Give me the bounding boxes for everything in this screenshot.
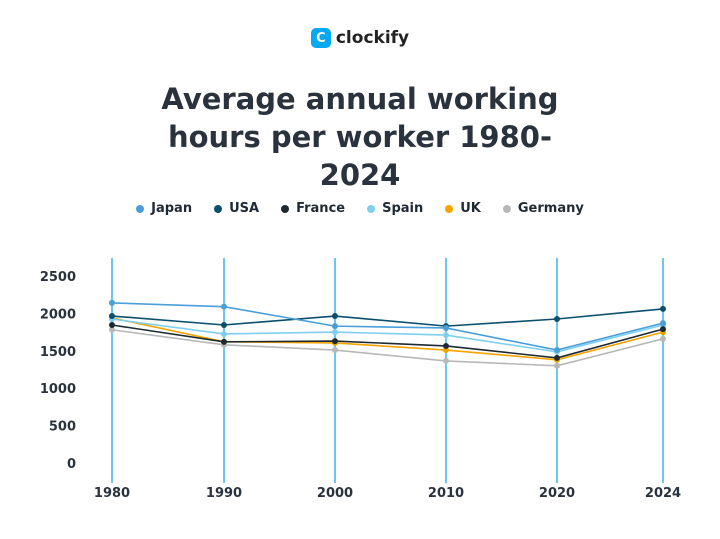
data-point-japan (443, 324, 449, 331)
series-line-usa (111, 308, 664, 327)
x-tick-label: 1980 (94, 486, 130, 501)
clockify-logo: C clockify (0, 28, 720, 48)
data-point-japan (109, 299, 115, 306)
data-point-germany (443, 357, 449, 364)
data-point-france (109, 321, 115, 328)
data-point-spain (443, 332, 449, 339)
legend-dot (502, 204, 511, 213)
x-tick-label: 1990 (206, 486, 242, 501)
data-point-japan (660, 320, 666, 327)
series-line-france (111, 324, 664, 359)
legend-item-japan: Japan (136, 201, 192, 216)
data-point-france (443, 342, 449, 349)
y-tick-label: 2500 (40, 270, 76, 285)
data-point-japan (332, 323, 338, 330)
x-tick-label: 2000 (317, 486, 353, 501)
legend-item-spain: Spain (367, 201, 423, 216)
legend-label: USA (229, 201, 260, 216)
legend-dot (445, 204, 454, 213)
y-tick-label: 1500 (40, 345, 76, 360)
data-point-usa (221, 321, 227, 328)
data-point-france (660, 326, 666, 333)
data-point-france (332, 338, 338, 345)
data-point-spain (332, 329, 338, 336)
chart-title: Average annual working hours per worker … (161, 82, 559, 192)
logo-text: clockify (335, 28, 410, 48)
data-point-usa (554, 316, 560, 323)
data-point-usa (332, 313, 338, 320)
legend-label: Spain (382, 201, 424, 216)
data-point-japan (554, 347, 560, 354)
series-line-spain (111, 318, 664, 353)
y-tick-label: 0 (67, 457, 76, 472)
legend-label: UK (460, 201, 481, 216)
legend-item-uk: UK (445, 201, 481, 216)
series-line-germany (111, 329, 664, 367)
data-point-france (221, 338, 227, 345)
legend-item-germany: Germany (502, 201, 584, 216)
data-point-germany (332, 347, 338, 354)
legend-dot (367, 204, 376, 213)
y-tick-label: 500 (49, 420, 76, 435)
legend-label: Japan (151, 201, 193, 216)
data-point-usa (660, 305, 666, 312)
series-line-japan (111, 302, 664, 351)
legend: Japan USA France Spain UK Germany (0, 201, 720, 216)
legend-dot (281, 204, 290, 213)
data-point-uk (443, 347, 449, 354)
legend-dot (214, 204, 223, 213)
series-line-uk (111, 317, 664, 361)
data-point-usa (109, 313, 115, 320)
legend-label: Germany (517, 201, 584, 216)
data-point-japan (221, 303, 227, 310)
data-point-germany (554, 362, 560, 369)
x-tick-label: 2020 (539, 486, 575, 501)
y-tick-label: 1000 (40, 382, 76, 397)
x-tick-label: 2024 (645, 486, 681, 501)
legend-item-france: France (281, 201, 345, 216)
data-point-spain (221, 330, 227, 337)
legend-dot (136, 204, 145, 213)
data-point-germany (660, 335, 666, 342)
legend-label: France (296, 201, 346, 216)
y-tick-label: 2000 (40, 307, 76, 322)
data-point-germany (109, 326, 115, 333)
data-point-france (554, 354, 560, 361)
clockify-logo-icon: C (310, 28, 331, 48)
x-tick-label: 2010 (428, 486, 464, 501)
legend-item-usa: USA (214, 201, 259, 216)
